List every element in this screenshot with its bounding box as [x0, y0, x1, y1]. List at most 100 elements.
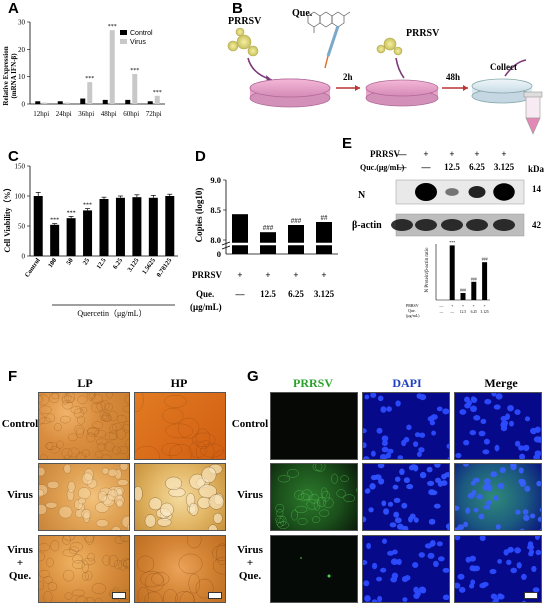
cell-texture [482, 449, 490, 455]
cell-texture [497, 559, 502, 564]
cell-texture [90, 402, 104, 413]
cell-texture [470, 579, 476, 586]
d-tick-label: 9.0 [210, 175, 221, 185]
cell-texture [39, 569, 50, 578]
f-cells-virus-hp [135, 464, 225, 530]
cell-texture [50, 540, 60, 552]
cell-texture [39, 454, 48, 459]
cell-texture [164, 394, 187, 408]
cell-texture [524, 416, 531, 422]
d-axis-break [221, 245, 231, 250]
cell-texture [430, 490, 438, 496]
cell-texture [532, 587, 540, 593]
e-band-actin [441, 219, 463, 231]
cell-texture [306, 499, 319, 510]
a-x-tick-label: 24hpi [56, 110, 72, 118]
cell-texture [297, 517, 308, 525]
cell-texture [43, 590, 53, 602]
cell-texture [527, 544, 535, 550]
pipette-icon [324, 25, 340, 69]
cell-texture [414, 432, 421, 438]
c-x-tick-label: 100 [47, 257, 58, 269]
cell-texture [165, 423, 194, 439]
g-photo-virus-dapi [362, 463, 450, 531]
cell-texture [81, 560, 89, 573]
cell-texture [72, 589, 85, 597]
cell-texture [419, 432, 426, 438]
cell-texture [381, 435, 389, 442]
d-bar [288, 225, 304, 254]
cell-texture [382, 538, 387, 544]
cell-texture [484, 398, 492, 405]
cell-texture [369, 483, 376, 490]
cell-texture [364, 595, 371, 602]
cell-texture [178, 417, 200, 439]
cell-texture [95, 519, 109, 528]
c-sig: *** [50, 218, 59, 224]
c-x-tick-label: 0.78125 [156, 257, 174, 279]
c-tick-label: 50 [18, 223, 26, 231]
legend-virus: Virus [120, 39, 153, 46]
cell-texture [135, 445, 160, 459]
cell-texture [67, 433, 78, 442]
d-row1-label: PRRSV [192, 270, 223, 280]
a-sig: *** [153, 90, 162, 96]
cell-texture [416, 451, 422, 457]
cell-texture [102, 554, 111, 566]
cell-texture [363, 428, 367, 434]
e-band-actin [466, 219, 488, 231]
cell-texture [111, 446, 122, 455]
cell-texture [385, 452, 392, 459]
cell-texture [416, 393, 423, 399]
cell-texture [159, 502, 174, 517]
a-x-tick-label: 48hpi [101, 110, 117, 118]
cell-texture [541, 511, 542, 516]
cell-texture [144, 572, 165, 592]
f-row-virus-que-l3: Que. [8, 570, 32, 582]
panel-c-xlabel: Quercetin（μg/mL） [77, 309, 146, 318]
cell-texture [491, 393, 497, 397]
cell-texture [121, 558, 129, 567]
f-col-lp: LP [77, 376, 93, 390]
a-sig: *** [130, 68, 139, 74]
d-axis-break [221, 241, 231, 246]
d-row2-value: 6.25 [288, 289, 304, 299]
cell-texture [378, 478, 385, 485]
cell-texture [68, 447, 80, 458]
a-bar-virus [154, 95, 160, 104]
e-band-actin [391, 219, 413, 231]
cell-texture [536, 480, 541, 487]
cell-texture [111, 423, 123, 432]
cell-texture [455, 582, 461, 589]
cell-texture [49, 393, 60, 404]
d-row1-sign: + [237, 270, 242, 280]
cell-texture [191, 432, 216, 448]
cell-texture [116, 414, 127, 424]
cell-texture [74, 424, 85, 435]
cell-texture [521, 573, 527, 580]
a-bar-control [35, 101, 41, 104]
a-bar-virus [42, 102, 48, 104]
cell-texture [195, 428, 211, 450]
cell-texture [45, 413, 56, 423]
cell-texture [67, 480, 76, 493]
cell-texture [463, 439, 470, 446]
cell-texture [320, 487, 328, 498]
cell-texture [471, 565, 478, 572]
cell-texture [493, 495, 499, 501]
cell-texture [365, 488, 371, 494]
cell-texture [449, 464, 450, 468]
e-band-n [493, 183, 515, 201]
c-bar [132, 197, 142, 256]
cell-texture [484, 478, 491, 485]
cell-texture [470, 405, 477, 413]
panel-c-label: C [8, 148, 19, 165]
cell-texture [393, 511, 400, 518]
cell-texture [363, 560, 368, 565]
d-row1-sign: + [265, 270, 270, 280]
cell-texture [62, 536, 72, 545]
cell-texture [472, 477, 480, 483]
e-size-42: 42 [532, 220, 542, 230]
cell-texture [62, 395, 75, 404]
cell-texture [39, 467, 46, 477]
